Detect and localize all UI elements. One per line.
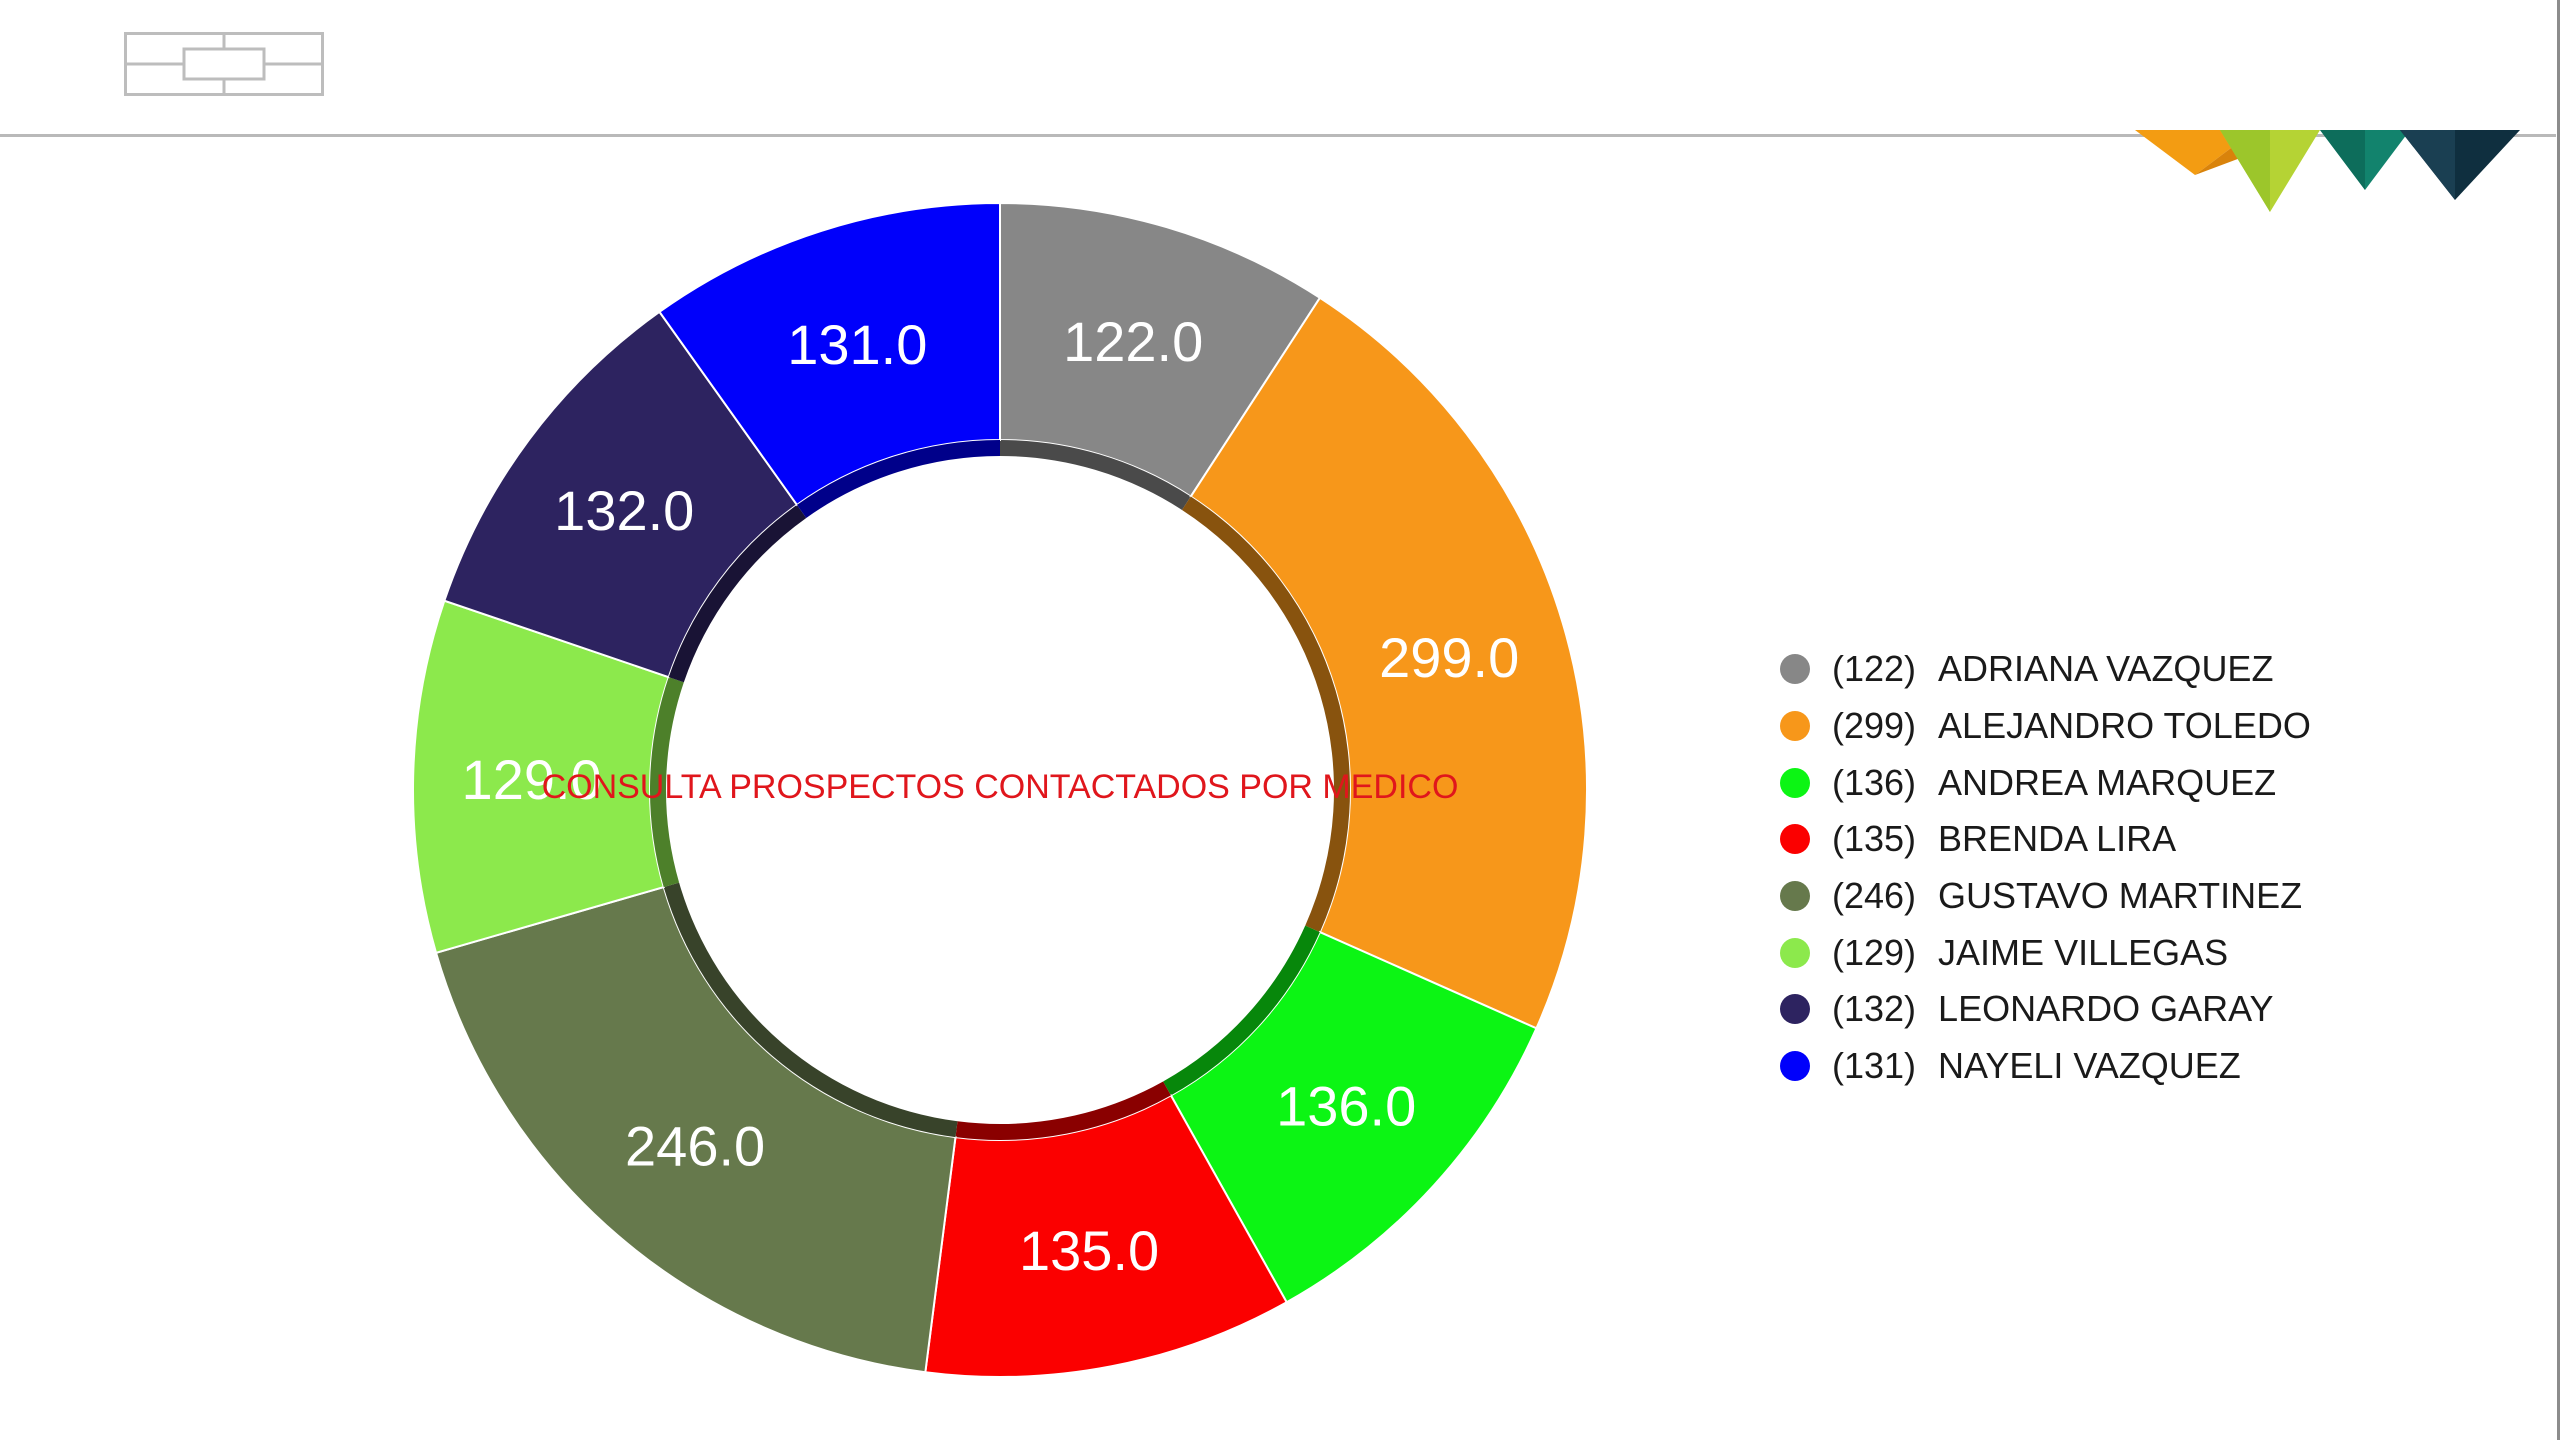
- legend-item-nayeli-vazquez[interactable]: (131) NAYELI VAZQUEZ: [1780, 1038, 2311, 1095]
- legend-label: LEONARDO GARAY: [1938, 988, 2274, 1030]
- legend-label: NAYELI VAZQUEZ: [1938, 1045, 2241, 1087]
- legend-label: ADRIANA VAZQUEZ: [1938, 648, 2274, 690]
- slice-inner-shadow: [668, 504, 807, 683]
- legend-item-leonardo-garay[interactable]: (132) LEONARDO GARAY: [1780, 981, 2311, 1038]
- slice-value-label: 132.0: [554, 479, 694, 542]
- legend-item-brenda-lira[interactable]: (135) BRENDA LIRA: [1780, 811, 2311, 868]
- legend-count: (132): [1832, 988, 1917, 1030]
- right-edge-rule: [2557, 0, 2560, 1440]
- labels-layer: 122.0 299.0 136.0 135.0 246.0 129.0 132.0 131.0: [462, 310, 1520, 1282]
- slice-inner-shadow: [1182, 496, 1350, 933]
- header-bar: [0, 0, 2556, 137]
- legend-swatch: [1780, 937, 1810, 968]
- legend-item-andrea-marquez[interactable]: (136) ANDREA MARQUEZ: [1780, 754, 2311, 811]
- legend-label: ANDREA MARQUEZ: [1938, 761, 2277, 803]
- slice-inner-shadow: [955, 1081, 1171, 1140]
- slice-inner-shadow: [650, 677, 684, 888]
- legend-label: ALEJANDRO TOLEDO: [1938, 705, 2311, 747]
- legend-swatch: [1780, 881, 1810, 912]
- slices-layer: [412, 201, 1588, 1378]
- slice-inner-shadow: [1000, 440, 1191, 510]
- legend-count: (299): [1832, 705, 1917, 747]
- legend-swatch: [1780, 994, 1810, 1025]
- triangle-banner-icon: [2135, 130, 2520, 212]
- slice-value-label: 246.0: [625, 1115, 765, 1178]
- legend-swatch: [1780, 1051, 1810, 1082]
- legend-item-alejandro-toledo[interactable]: (299) ALEJANDRO TOLEDO: [1780, 698, 2311, 755]
- legend-count: (131): [1832, 1045, 1917, 1087]
- legend-item-adriana-vazquez[interactable]: (122) ADRIANA VAZQUEZ: [1780, 641, 2311, 698]
- legend-item-jaime-villegas[interactable]: (129) JAIME VILLEGAS: [1780, 924, 2311, 981]
- legend-count: (246): [1832, 875, 1917, 917]
- legend-count: (136): [1832, 761, 1917, 803]
- legend-count: (129): [1832, 931, 1917, 973]
- slice-value-label: 299.0: [1379, 626, 1519, 689]
- grid-logo-icon: [124, 32, 324, 96]
- chart-legend: (122) ADRIANA VAZQUEZ (299) ALEJANDRO TOLED…: [1780, 641, 2311, 1095]
- legend-label: BRENDA LIRA: [1938, 818, 2177, 860]
- legend-count: (122): [1832, 648, 1917, 690]
- legend-count: (135): [1832, 818, 1917, 860]
- slice-value-label: 129.0: [462, 748, 602, 811]
- legend-swatch: [1780, 824, 1810, 855]
- chart-title: CONSULTA PROSPECTOS CONTACTADOS POR MEDI…: [542, 768, 1459, 806]
- legend-item-gustavo-martinez[interactable]: (246) GUSTAVO MARTINEZ: [1780, 868, 2311, 925]
- legend-swatch: [1780, 767, 1810, 798]
- legend-swatch: [1780, 654, 1810, 685]
- legend-swatch: [1780, 711, 1810, 742]
- slice-inner-shadow: [1163, 925, 1320, 1096]
- legend-label: JAIME VILLEGAS: [1938, 931, 2229, 973]
- slice-value-label: 122.0: [1063, 310, 1203, 373]
- slice-value-label: 136.0: [1276, 1075, 1416, 1138]
- legend-label: GUSTAVO MARTINEZ: [1938, 875, 2303, 917]
- slice-value-label: 135.0: [1019, 1219, 1159, 1282]
- slice-inner-shadow: [796, 440, 1000, 518]
- slice-value-label: 131.0: [787, 313, 927, 376]
